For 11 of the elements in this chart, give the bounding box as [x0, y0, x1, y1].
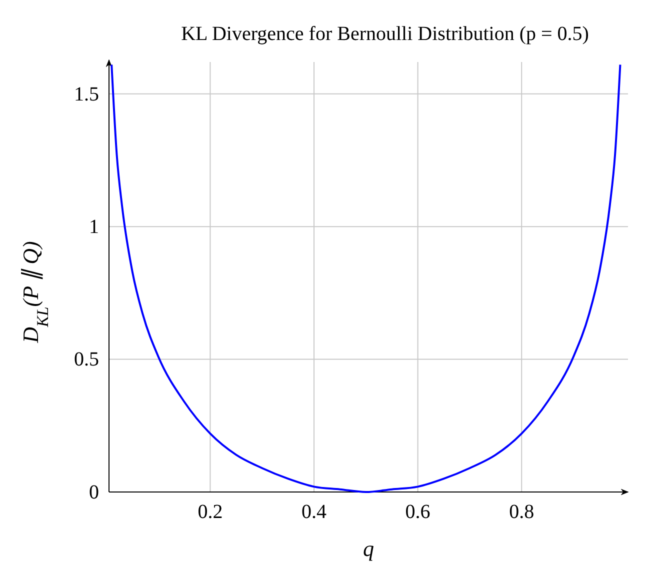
y-tick-label: 0.5 — [74, 348, 99, 371]
y-tick-label: 1 — [89, 216, 99, 238]
x-axis-title: q — [363, 536, 374, 561]
x-tick-label: 0.4 — [302, 501, 327, 524]
y-tick-label: 1.5 — [74, 83, 99, 106]
line-series — [110, 64, 622, 493]
x-tick-label: 0.2 — [198, 501, 223, 524]
y-tick-label: 0 — [89, 481, 99, 504]
chart-title: KL Divergence for Bernoulli Distribution (p = 0.5) — [181, 23, 589, 45]
x-tick-label: 0.8 — [509, 501, 534, 524]
x-tick-label: 0.6 — [405, 501, 430, 524]
